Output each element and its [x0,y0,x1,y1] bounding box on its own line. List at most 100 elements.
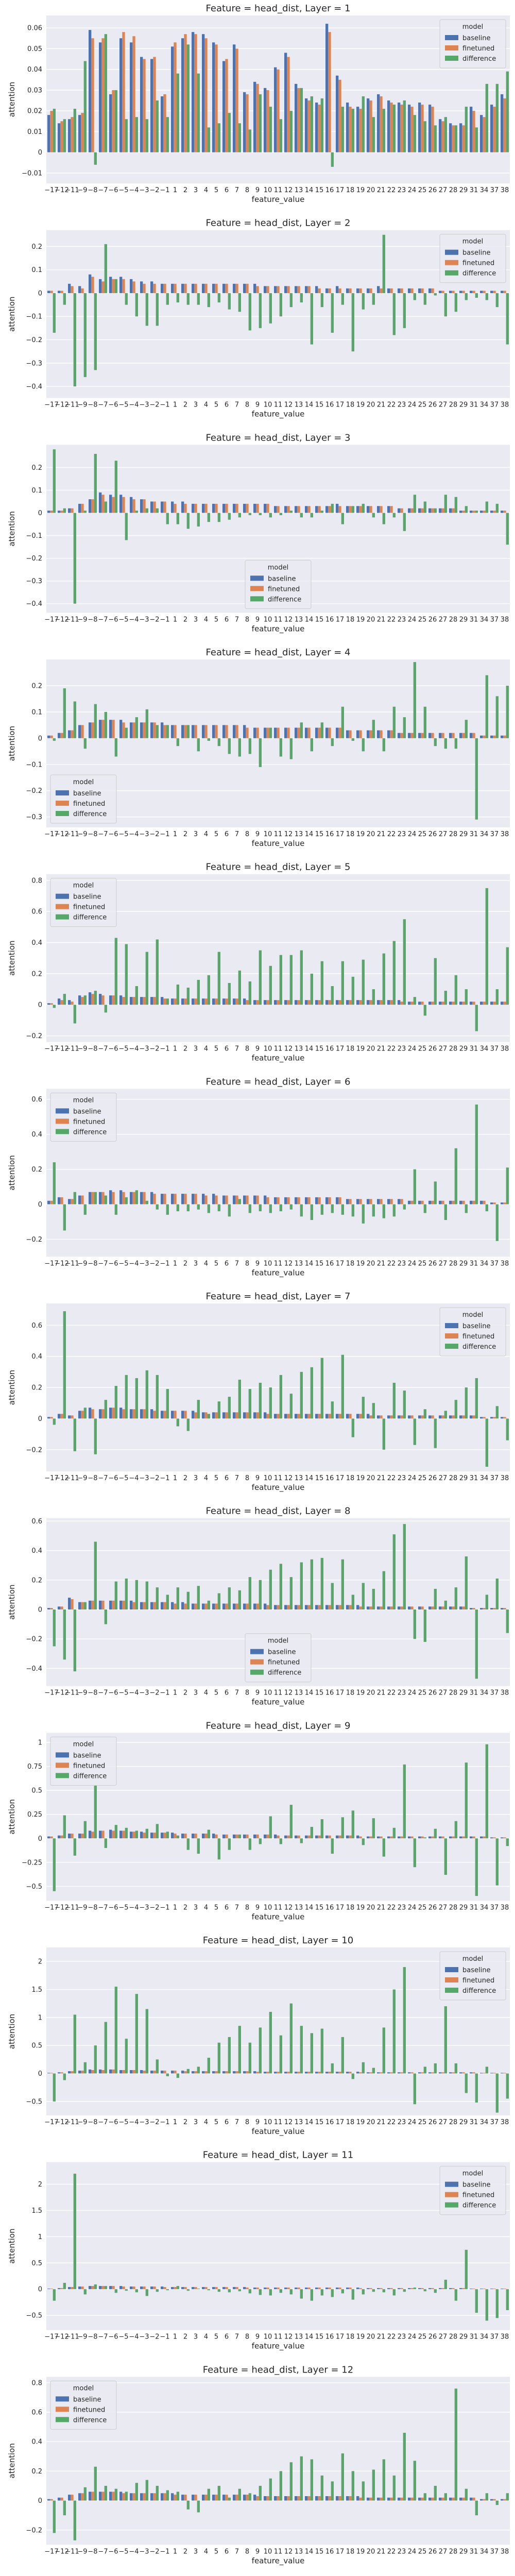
bar-finetuned [225,1195,228,1205]
x-tick-label: 37 [490,2119,499,2126]
x-tick-label: −17 [44,1260,58,1267]
bar-baseline [171,283,174,293]
x-tick-label: 18 [346,401,355,409]
bar-finetuned [421,288,424,293]
bar-baseline [89,1408,92,1419]
x-tick-label: 17 [336,2333,345,2341]
bar-finetuned [235,503,238,513]
y-tick-label: 0.2 [31,1166,42,1174]
bar-finetuned [400,1415,403,1419]
bar-finetuned [493,1002,496,1005]
bar-finetuned [380,1836,383,1839]
bar-baseline [377,1415,380,1419]
bar-difference [166,1204,169,1215]
bar-finetuned [441,508,444,513]
bar-baseline [305,506,308,513]
bar-difference [351,506,354,513]
x-tick-label: 21 [377,1045,386,1053]
bar-baseline [408,105,411,152]
bar-baseline [243,2495,246,2501]
legend-label-finetuned: finetuned [268,1659,300,1667]
bar-baseline [68,119,71,152]
bar-difference [186,2500,190,2510]
x-tick-label: 14 [305,401,314,409]
bar-finetuned [421,105,424,152]
bar-finetuned [81,2071,84,2074]
x-tick-label: −11 [65,1475,79,1482]
bar-baseline [202,1194,205,1205]
x-tick-label: 29 [459,1475,468,1482]
x-tick-label: 29 [459,1904,468,1911]
bar-baseline [284,1414,287,1419]
plot-area [46,2162,510,2330]
x-tick-label: −5 [118,187,128,194]
bar-finetuned [369,1000,372,1005]
bar-difference [156,293,159,326]
bar-difference [73,513,76,604]
bar-baseline [305,98,308,152]
bar-baseline [78,286,81,293]
bar-difference [269,1816,272,1839]
bar-finetuned [338,1605,341,1609]
x-tick-label: 29 [459,1045,468,1053]
bar-baseline [336,1414,339,1419]
x-tick-label: 34 [480,2548,489,2555]
bar-baseline [315,727,318,738]
bar-baseline [150,1192,153,1205]
bar-finetuned [204,38,208,152]
bar-finetuned [410,288,414,293]
bar-finetuned [122,1831,125,1839]
bar-baseline [99,1600,102,1609]
bar-difference [289,1204,293,1210]
x-tick-label: 7 [235,2119,239,2126]
bar-difference [320,98,323,152]
bar-finetuned [184,1833,187,1839]
bar-difference [197,2066,200,2074]
bar-baseline [119,1408,123,1419]
bar-finetuned [441,1606,444,1609]
bar-baseline [387,1415,390,1419]
x-tick-label: 3 [194,1904,198,1911]
bar-finetuned [194,2071,197,2074]
bar-difference [382,738,385,752]
bar-baseline [58,291,61,293]
bar-finetuned [246,2287,249,2290]
bar-difference [186,725,190,738]
bar-finetuned [215,1195,218,1205]
bar-baseline [99,1831,102,1839]
bar-finetuned [359,506,362,513]
bar-baseline [264,727,267,738]
bar-baseline [264,1603,267,1609]
bar-difference [156,1375,159,1419]
bar-finetuned [390,1606,393,1609]
bar-baseline [274,1197,277,1205]
x-tick-label: 27 [439,2119,448,2126]
x-tick-label: −1 [160,1260,169,1267]
bar-difference [248,2493,251,2501]
bar-finetuned [349,1199,352,1205]
x-tick-label: 19 [356,2333,365,2341]
bar-baseline [501,1608,504,1609]
bar-finetuned [132,2493,135,2501]
y-tick-label: −0.1 [26,532,42,540]
bar-finetuned [122,2286,125,2290]
x-tick-label: 17 [336,2548,345,2555]
bar-difference [403,1204,406,1210]
bar-finetuned [163,1602,166,1609]
bar-baseline [150,2493,153,2501]
bar-baseline [439,508,442,513]
bar-finetuned [421,1200,424,1205]
x-tick-label: 13 [295,616,303,623]
bar-finetuned [431,1002,434,1005]
bar-finetuned [204,1833,208,1839]
bar-finetuned [122,497,125,513]
y-tick-label: 0 [38,510,42,517]
bar-finetuned [369,506,372,513]
bar-baseline [470,291,473,293]
bar-baseline [130,1832,133,1839]
bar-finetuned [266,1605,269,1609]
bar-baseline [356,2287,359,2290]
x-tick-label: 20 [367,187,375,194]
bar-finetuned [297,1835,300,1839]
x-tick-label: −12 [55,401,68,409]
